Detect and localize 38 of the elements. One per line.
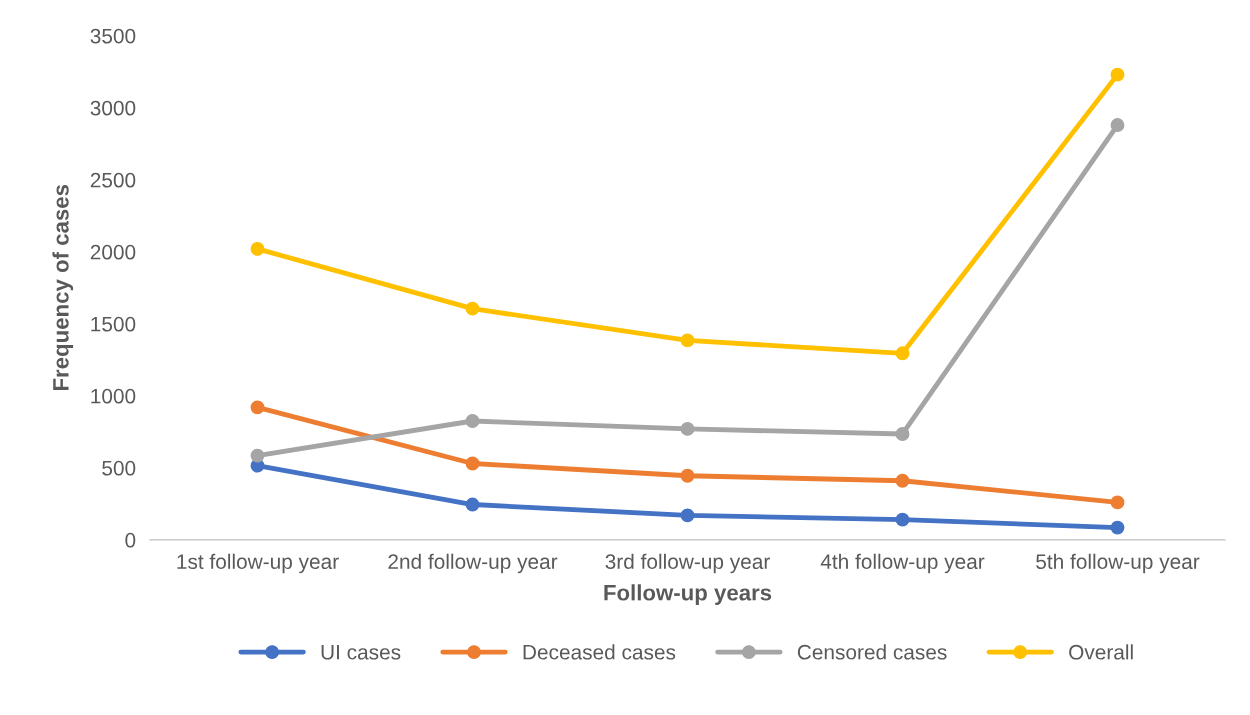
point [895,512,910,527]
point [250,400,265,415]
legend-label: UI cases [321,645,401,660]
y-tick-label: 1000 [91,388,136,404]
legend-label: Overall [1069,644,1133,660]
point [465,456,480,471]
point [680,421,695,436]
y-tick-label: 2000 [90,244,136,260]
point [465,497,480,512]
point [895,473,910,488]
point [680,508,695,523]
point [1110,67,1125,82]
point [250,241,265,256]
point [250,448,265,463]
x-tick-label: 4th follow-up year [820,553,985,574]
x-tick-label: 1st follow-up year [177,553,339,574]
point [1110,118,1125,132]
point [895,427,910,441]
x-tick-label: 5th follow-up year [1036,553,1200,574]
y-tick-label: 1500 [91,316,136,332]
x-tick-label: 3rd follow-up year [605,553,770,574]
point [680,333,695,348]
point [680,468,695,483]
y-tick-label: 0 [125,532,136,548]
y-tick-label: 3000 [90,100,136,116]
point [1110,520,1125,535]
y-tick-label: 500 [102,460,136,476]
x-axis-title: Follow-up years [604,584,772,605]
legend-label: Censored cases [797,644,947,660]
legend-label: Deceased cases [523,644,676,660]
y-axis-title: Frequency of cases [52,184,74,391]
point [465,414,480,428]
point [895,346,910,361]
x-tick-label: 2nd follow-up year [388,553,558,574]
y-tick-label: 2500 [90,172,136,188]
point [1110,495,1125,510]
point [465,301,480,316]
y-tick-label: 3500 [90,28,136,44]
